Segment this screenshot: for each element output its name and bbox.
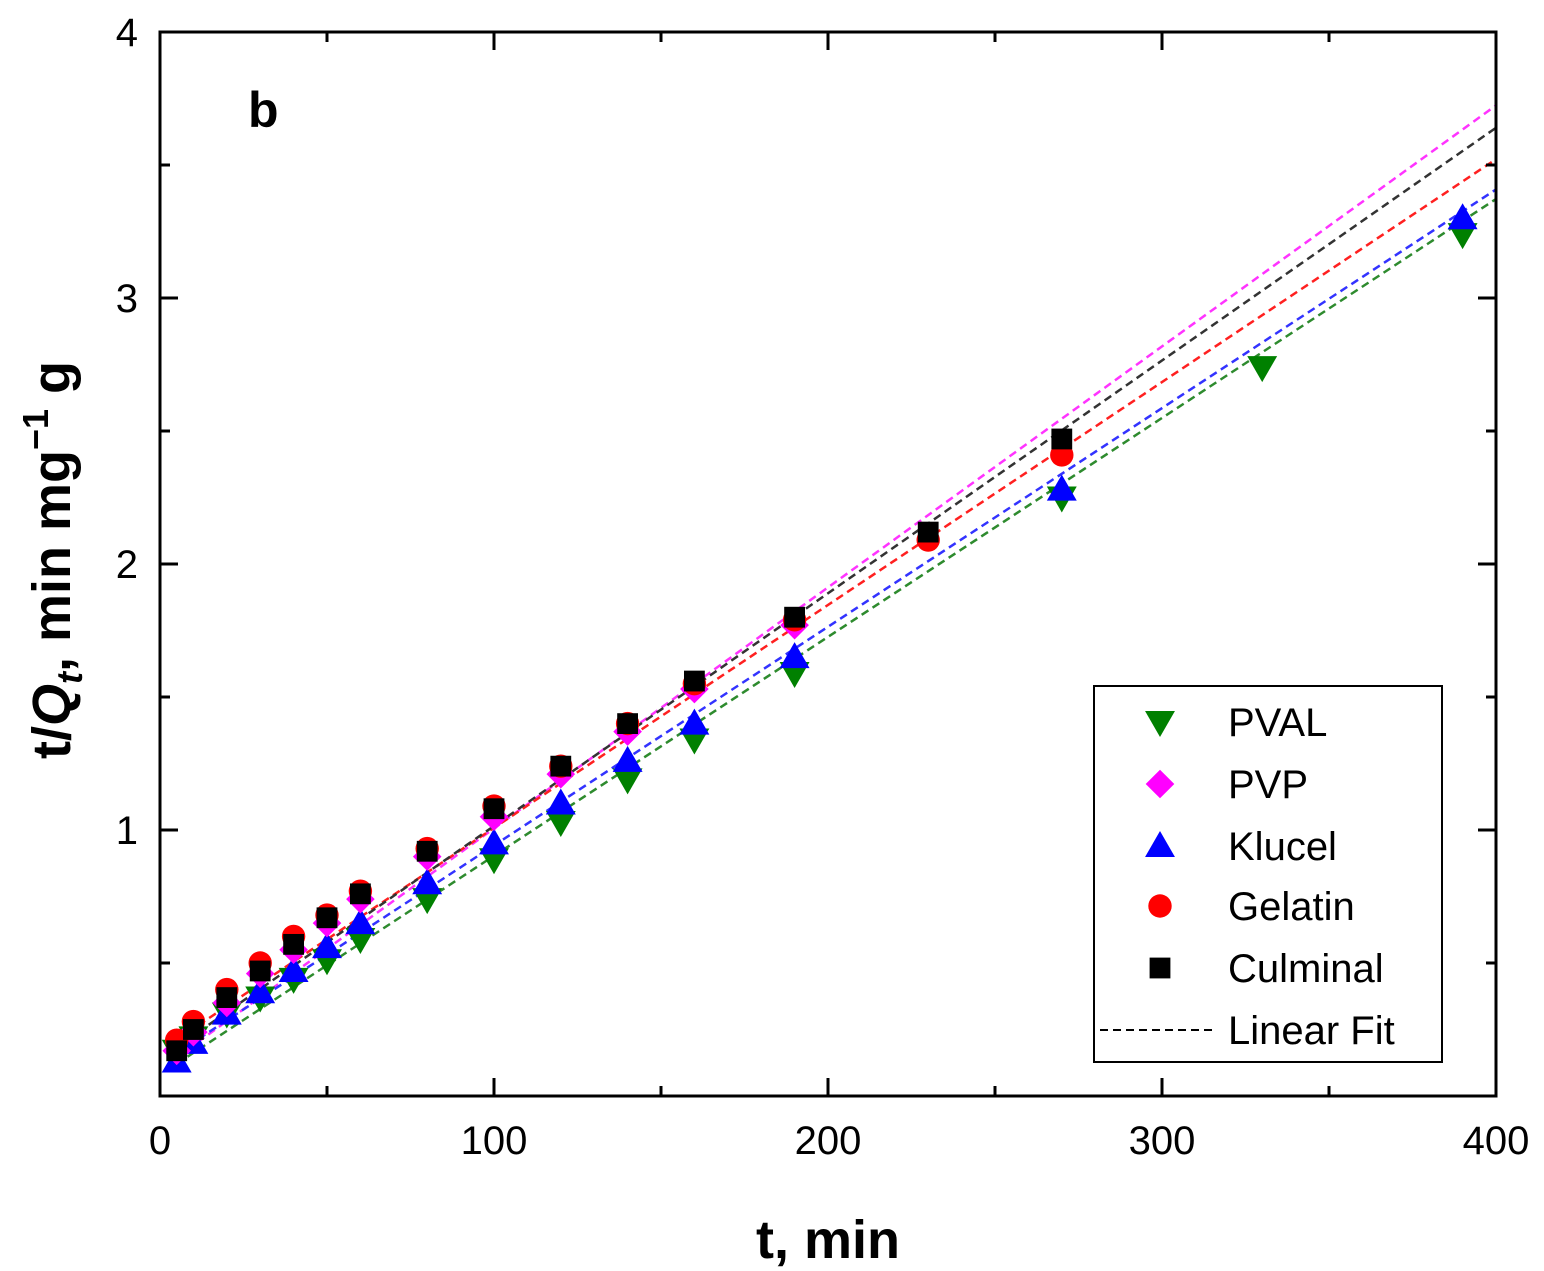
y-axis-title-tail: g bbox=[22, 361, 82, 409]
point-culminal bbox=[216, 987, 238, 1008]
point-pval bbox=[779, 662, 810, 689]
legend-marker-klucel bbox=[1145, 831, 1175, 858]
x-axis-title: t, min bbox=[756, 1210, 900, 1270]
legend-label-klucel: Klucel bbox=[1228, 825, 1337, 869]
y-axis-title-suffix: , min mg bbox=[22, 450, 82, 672]
fit-line-pvp bbox=[175, 104, 1497, 1059]
point-klucel bbox=[345, 908, 376, 935]
point-klucel bbox=[278, 956, 309, 983]
x-tick-label: 200 bbox=[795, 1119, 862, 1163]
point-klucel bbox=[545, 788, 576, 815]
x-tick-label: 400 bbox=[1463, 1119, 1530, 1163]
fit-line-gelatin bbox=[176, 158, 1497, 1041]
legend-label-pvp: PVP bbox=[1228, 763, 1308, 807]
point-klucel bbox=[779, 642, 810, 669]
point-pval bbox=[612, 768, 643, 795]
y-tick-label: 2 bbox=[116, 543, 138, 587]
legend-marker-gelatin bbox=[1148, 894, 1172, 918]
point-klucel bbox=[612, 745, 643, 772]
y-axis-title: t/Qt, min mg−1 g bbox=[15, 361, 90, 759]
point-pval bbox=[479, 848, 509, 875]
point-culminal bbox=[483, 798, 505, 820]
fit-lines bbox=[175, 104, 1497, 1065]
point-pval bbox=[412, 888, 443, 915]
y-tick-label: 4 bbox=[116, 11, 138, 55]
point-pval bbox=[679, 728, 710, 755]
point-klucel bbox=[679, 708, 710, 735]
point-culminal bbox=[316, 907, 338, 929]
point-culminal bbox=[784, 606, 805, 628]
point-klucel bbox=[412, 868, 443, 895]
panel-label: b bbox=[248, 82, 279, 138]
x-tick-label: 100 bbox=[461, 1119, 528, 1163]
legend-label-linear-fit: Linear Fit bbox=[1228, 1009, 1395, 1053]
point-klucel bbox=[1447, 203, 1478, 230]
axis-ticks: 0 100 200 300 400 1 2 3 4 bbox=[116, 11, 1530, 1163]
data-points bbox=[161, 203, 1478, 1073]
point-klucel bbox=[312, 932, 342, 959]
legend-label-pval: PVAL bbox=[1228, 701, 1327, 745]
x-tick-label: 300 bbox=[1129, 1119, 1196, 1163]
legend-marker-pvp bbox=[1145, 769, 1175, 799]
legend-marker-pval bbox=[1145, 710, 1175, 737]
point-culminal bbox=[1051, 428, 1073, 450]
point-klucel bbox=[479, 828, 509, 855]
point-culminal bbox=[183, 1019, 204, 1040]
legend-label-gelatin: Gelatin bbox=[1228, 885, 1355, 929]
point-culminal bbox=[917, 521, 939, 543]
x-tick-label: 0 bbox=[149, 1119, 171, 1163]
point-culminal bbox=[166, 1040, 188, 1062]
point-klucel bbox=[245, 977, 276, 1004]
y-axis-title-prefix: t/ bbox=[22, 726, 82, 759]
point-culminal bbox=[617, 713, 638, 734]
y-tick-label: 3 bbox=[116, 277, 138, 321]
point-culminal bbox=[283, 933, 304, 955]
point-culminal bbox=[684, 670, 705, 692]
legend-box bbox=[1093, 685, 1443, 1063]
legend-label-culminal: Culminal bbox=[1228, 947, 1384, 991]
point-pval bbox=[1247, 356, 1278, 383]
point-culminal bbox=[416, 840, 438, 862]
y-axis-title-subscript: t bbox=[49, 670, 90, 684]
point-pval bbox=[545, 810, 576, 837]
point-pval bbox=[1447, 223, 1478, 250]
fit-line-pval bbox=[176, 198, 1497, 1065]
legend: PVAL PVP Klucel Gelatin Culminal Linear Fit bbox=[1093, 685, 1443, 1063]
fit-line-culminal bbox=[175, 126, 1497, 1049]
point-culminal bbox=[550, 755, 572, 777]
legend-marker-culminal bbox=[1149, 957, 1171, 979]
point-culminal bbox=[350, 883, 371, 905]
fit-line-klucel bbox=[176, 188, 1497, 1055]
point-klucel bbox=[1046, 474, 1077, 501]
point-pval bbox=[345, 928, 376, 955]
y-axis-title-superscript: −1 bbox=[15, 409, 56, 450]
y-axis-title-italic: Q bbox=[22, 684, 82, 726]
point-culminal bbox=[249, 960, 271, 982]
y-tick-label: 1 bbox=[116, 809, 138, 853]
